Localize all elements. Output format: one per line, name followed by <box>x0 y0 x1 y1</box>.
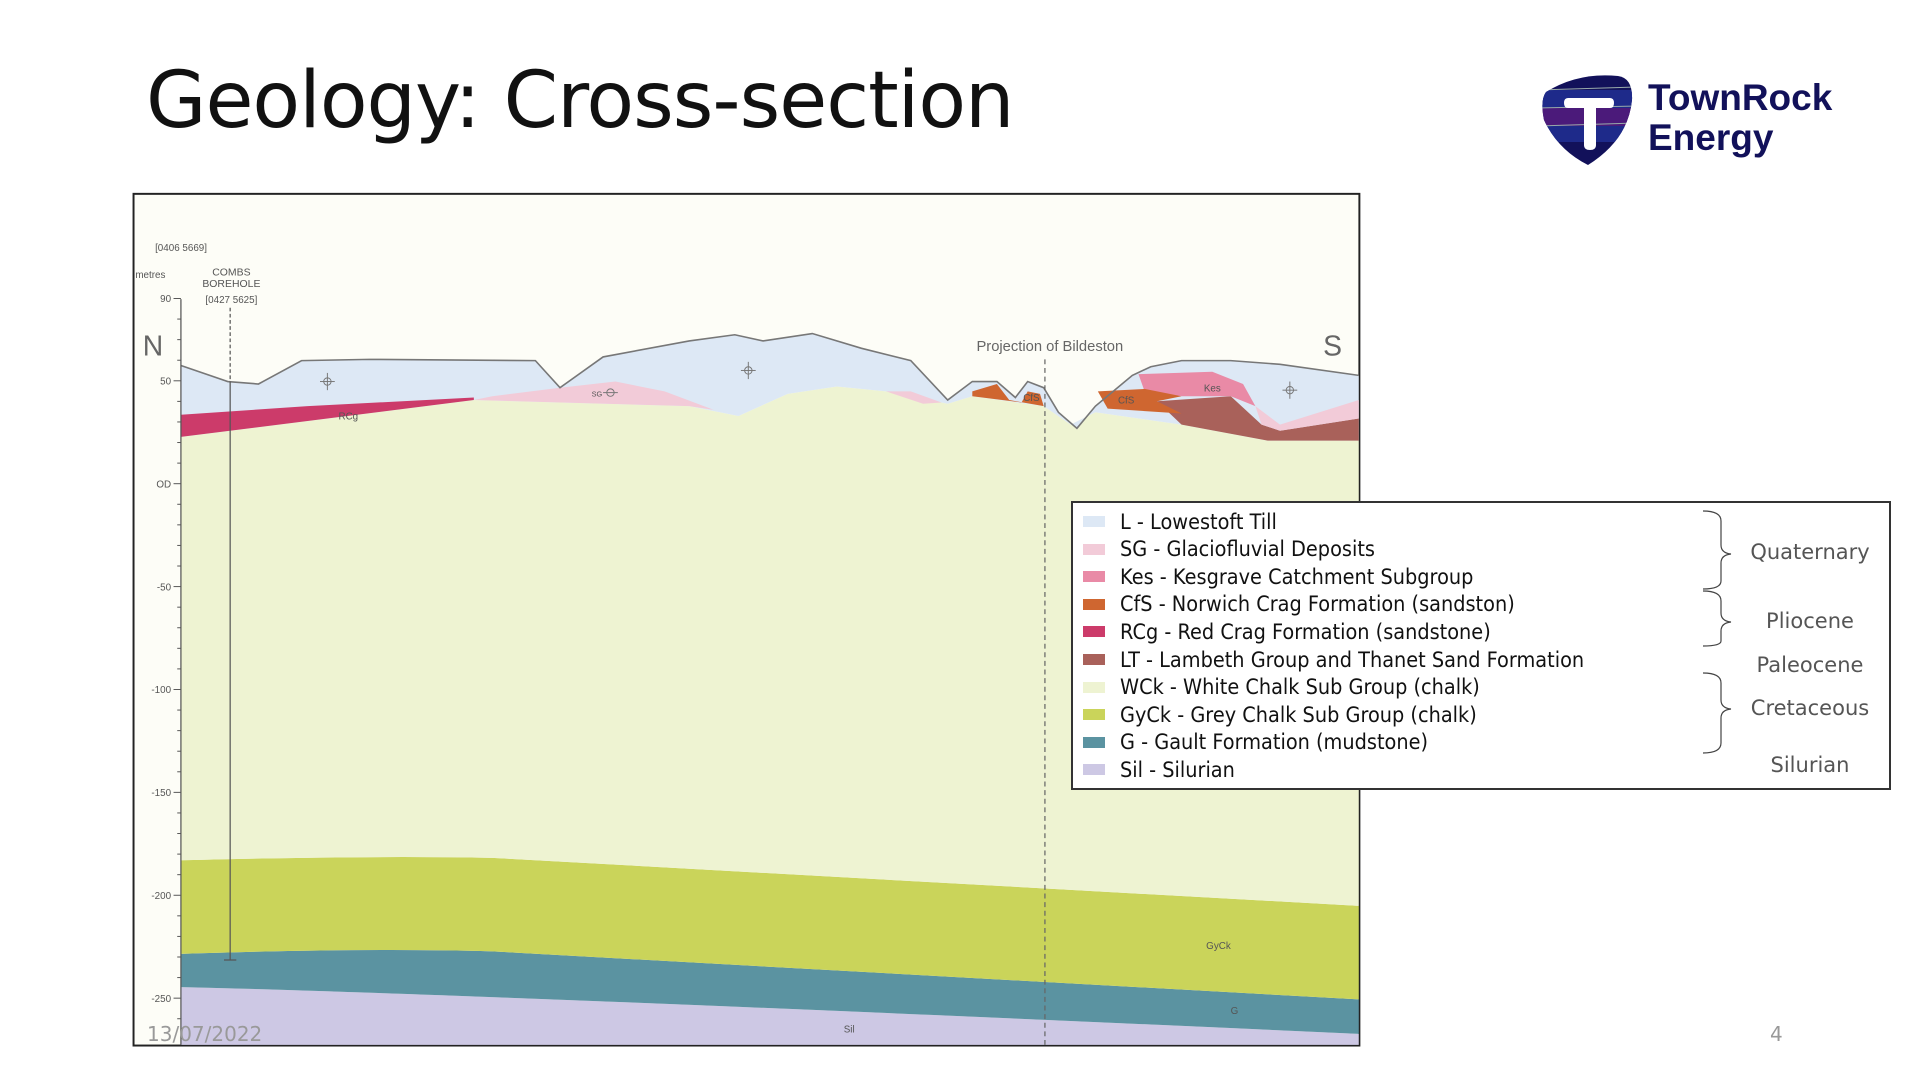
stratum-lt <box>1156 396 1359 441</box>
axis-tick-label: 90 <box>160 294 171 305</box>
legend-group-silurian: Silurian <box>1770 753 1850 777</box>
label-cfs-right: CfS <box>1118 396 1135 407</box>
page-title: Geology: Cross-section <box>146 56 1014 146</box>
borehole-ref: [0427 5625] <box>205 295 257 306</box>
legend-item: WCk - White Chalk Sub Group (chalk) <box>1083 674 1511 701</box>
legend-item: RCg - Red Crag Formation (sandstone) <box>1083 618 1523 645</box>
projection-label: Projection of Bildeston <box>976 339 1123 355</box>
legend-swatch <box>1083 654 1105 665</box>
legend-braces <box>1702 510 1732 754</box>
legend-swatch <box>1083 736 1105 748</box>
legend-item: CfS - Norwich Crag Formation (sandston) <box>1083 591 1549 618</box>
borehole-name-1: COMBS <box>212 268 250 279</box>
legend-group-pliocene: Pliocene <box>1766 609 1854 633</box>
legend-label: Sil - Silurian <box>1120 757 1235 782</box>
stratum-gyck <box>180 857 1359 1000</box>
legend-label: G - Gault Formation (mudstone) <box>1120 730 1429 755</box>
borehole-symbol-icon <box>1282 381 1298 399</box>
stratum-sg <box>473 381 714 410</box>
logo-text-line2: Energy <box>1648 117 1774 158</box>
axis-ticks: 90 50 OD -50 -100 -150 -200 -250 <box>151 294 181 1020</box>
legend-item: L - Lowestoft Till <box>1083 508 1291 535</box>
legend-swatch <box>1083 764 1105 776</box>
legend-swatch <box>1083 543 1105 555</box>
legend-label: L - Lowestoft Till <box>1120 509 1277 534</box>
legend-group-quaternary: Quaternary <box>1750 540 1870 564</box>
label-kes: Kes <box>1204 383 1221 394</box>
stratum-kes <box>1138 371 1256 407</box>
legend-label: SG - Glaciofluvial Deposits <box>1120 537 1375 562</box>
slide-date: 13/07/2022 <box>147 1022 263 1046</box>
borehole-name-2: BOREHOLE <box>202 279 260 290</box>
axis-tick-label: -150 <box>151 788 171 799</box>
axis-tick-label: -100 <box>151 685 171 696</box>
logo-shield-icon <box>1542 75 1633 165</box>
legend-swatch <box>1083 626 1105 638</box>
stratum-sil <box>180 987 1359 1045</box>
legend-group-paleocene: Paleocene <box>1756 653 1864 677</box>
label-gyck: GyCk <box>1206 941 1231 952</box>
legend-item: LT - Lambeth Group and Thanet Sand Forma… <box>1083 646 1625 673</box>
legend-label: CfS - Norwich Crag Formation (sandston) <box>1120 592 1515 617</box>
legend-group-cretaceous: Cretaceous <box>1750 696 1870 720</box>
legend-label: GyCk - Grey Chalk Sub Group (chalk) <box>1120 702 1477 727</box>
label-sil: Sil <box>844 1025 855 1036</box>
axis-unit: metres <box>135 270 165 281</box>
south-label: S <box>1323 330 1342 362</box>
legend-item: Kes - Kesgrave Catchment Subgroup <box>1083 563 1504 590</box>
stratum-cfs-mid <box>972 384 1044 407</box>
stratum-g <box>180 950 1359 1034</box>
legend-item: G - Gault Formation (mudstone) <box>1083 729 1455 756</box>
north-label: N <box>143 330 163 362</box>
legend-label: RCg - Red Crag Formation (sandstone) <box>1120 619 1491 644</box>
legend-swatch <box>1083 598 1105 610</box>
axis-tick-label: OD <box>156 479 171 490</box>
legend-swatch <box>1083 516 1105 527</box>
label-sg: SG <box>592 389 603 398</box>
logo-text-line1: TownRock <box>1648 77 1833 118</box>
legend-item: SG - Glaciofluvial Deposits <box>1083 536 1397 563</box>
legend-label: LT - Lambeth Group and Thanet Sand Forma… <box>1120 647 1585 672</box>
borehole-symbol-icon <box>320 372 335 391</box>
legend-swatch <box>1083 709 1105 721</box>
legend-item: Sil - Silurian <box>1083 756 1245 783</box>
legend-item: GyCk - Grey Chalk Sub Group (chalk) <box>1083 701 1508 728</box>
ground-surface-line <box>180 332 1359 430</box>
axis-tick-label: -50 <box>157 582 172 593</box>
legend-swatch <box>1083 681 1105 693</box>
stratum-wck <box>180 386 1359 906</box>
label-rcg: RCg <box>338 412 358 423</box>
label-cfs-mid: CfS <box>1023 393 1040 404</box>
stratum-cfs-right <box>1097 388 1182 414</box>
stratum-rcg <box>180 397 474 437</box>
legend-swatch <box>1083 571 1105 583</box>
legend: L - Lowestoft Till SG - Glaciofluvial Dep… <box>1071 501 1891 790</box>
legend-label: WCk - White Chalk Sub Group (chalk) <box>1120 675 1480 700</box>
borehole-symbol-icon <box>603 388 618 397</box>
slide-number: 4 <box>1770 1022 1783 1046</box>
axis-tick-label: 50 <box>160 376 171 387</box>
grid-ref-start: [0406 5669] <box>155 243 207 254</box>
legend-label: Kes - Kesgrave Catchment Subgroup <box>1120 564 1474 589</box>
borehole-symbol-icon <box>740 361 756 380</box>
axis-tick-label: -250 <box>151 994 171 1005</box>
axis-tick-label: -200 <box>151 891 171 902</box>
townrock-logo: TownRock Energy <box>1538 70 1868 170</box>
label-g: G <box>1231 1006 1239 1017</box>
